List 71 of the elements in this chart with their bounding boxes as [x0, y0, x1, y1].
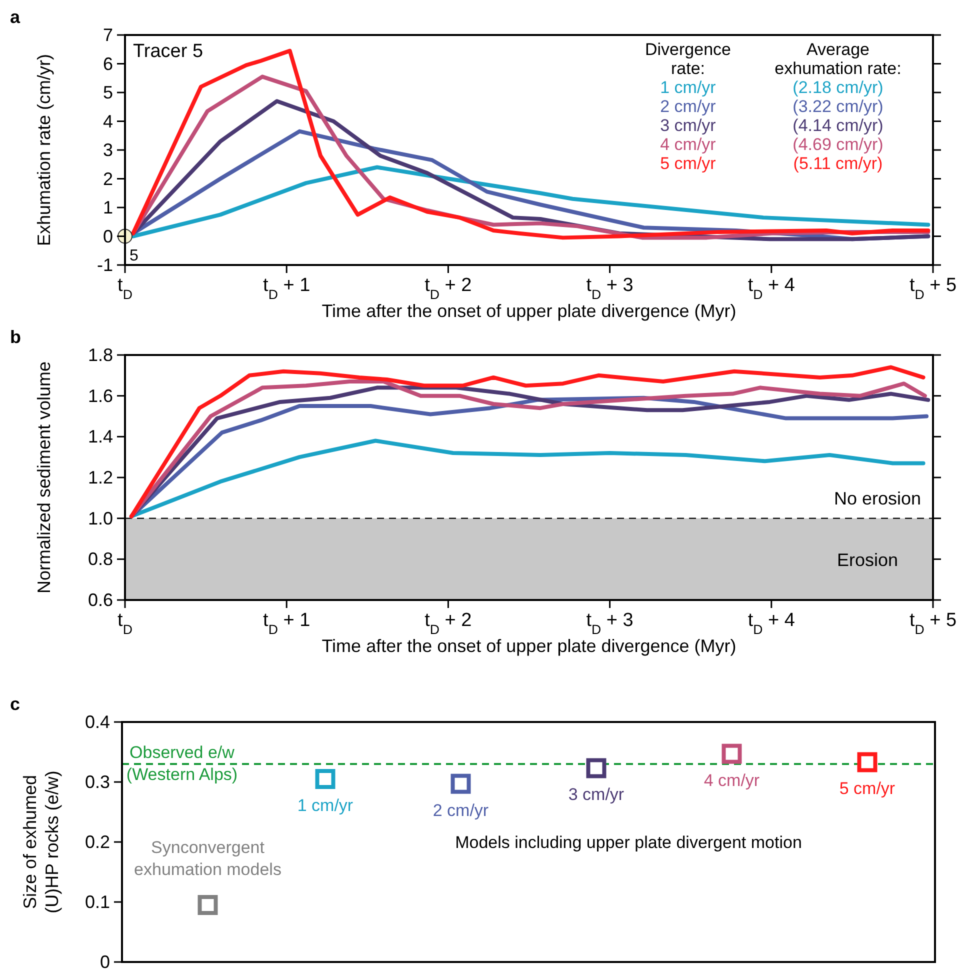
- text: 5 cm/yr: [660, 154, 716, 173]
- text: 3 cm/yr: [660, 116, 716, 135]
- y-tick-label: 1: [102, 198, 113, 218]
- text: Synconvergent exhumation models: [134, 838, 282, 879]
- y-tick-label: -1: [96, 255, 113, 275]
- text: 1 cm/yr: [660, 78, 716, 97]
- annotation: Average exhumation rate:: [774, 40, 902, 78]
- chart-title: a: [10, 7, 21, 27]
- y-axis-title: Normalized sediment volume: [34, 361, 54, 594]
- y-tick-label: 0: [100, 952, 110, 972]
- annotation: (3.22 cm/yr): [792, 97, 884, 116]
- line-series: [129, 438, 926, 518]
- x-tick-label: t$_{D}$: [118, 610, 132, 636]
- y-axis-title: Size of exhumed (U)HP rocks (e/w): [20, 770, 62, 914]
- y-tick-label: 0.3: [84, 772, 110, 792]
- point: [315, 769, 336, 789]
- series-label: 2 cm/yr: [432, 800, 489, 820]
- y-tick-label: 1.0: [88, 508, 113, 528]
- x-tick-label: t$_{D}$ + 5: [909, 275, 957, 302]
- text: 4 cm/yr: [660, 135, 716, 154]
- y-tick-label: 7: [102, 25, 113, 45]
- x-axis-title: Time after the onset of upper plate divergence (Myr): [322, 301, 736, 321]
- x-tick-label: t$_{D}$ + 3: [586, 610, 634, 636]
- x-tick-label: t$_{D}$ + 1: [263, 275, 310, 302]
- annotation: Tracer 5: [133, 41, 204, 62]
- x-tick-label: t$_{D}$ + 4: [748, 610, 796, 636]
- y-tick-label: 5: [102, 82, 113, 102]
- annotation: No erosion: [834, 488, 921, 508]
- y-tick-label: 0.2: [84, 832, 110, 852]
- y-tick-label: 0: [102, 226, 113, 246]
- series-label: 1 cm/yr: [297, 796, 354, 815]
- y-tick-label: 4: [102, 111, 113, 132]
- annotation: Models including upper plate divergent motion: [455, 833, 802, 852]
- annotation: (4.69 cm/yr): [792, 135, 884, 154]
- x-tick-label: t$_{D}$ + 4: [748, 275, 796, 302]
- annotation: 5: [130, 247, 139, 264]
- x-tick-label: t$_{D}$ + 1: [263, 610, 310, 636]
- series-label: 4 cm/yr: [704, 770, 760, 790]
- point: [722, 744, 742, 764]
- y-tick-label: 0.8: [88, 549, 113, 570]
- x-tick-label: t$_{D}$ + 3: [586, 275, 634, 302]
- y-tick-label: 2: [102, 168, 113, 189]
- x-tick-label: t$_{D}$ + 5: [909, 610, 957, 636]
- annotation: (2.18 cm/yr): [792, 78, 884, 97]
- text: 2 cm/yr: [660, 97, 716, 116]
- chart-title: b: [10, 327, 21, 347]
- y-tick-label: 1.2: [88, 468, 113, 488]
- y-tick-label: 3: [102, 140, 113, 160]
- x-tick-label: t$_{D}$ + 2: [424, 275, 472, 302]
- y-tick-label: 0.4: [84, 712, 110, 732]
- y-tick-label: 1.6: [88, 386, 113, 406]
- y-tick-label: 0.6: [88, 590, 113, 610]
- y-tick-label: 6: [102, 54, 113, 74]
- series-label: 5 cm/yr: [839, 779, 896, 798]
- legend-title: Divergence rate:: [645, 40, 731, 78]
- point: [450, 774, 471, 794]
- point: [857, 752, 878, 772]
- y-tick-label: 1.4: [88, 426, 113, 447]
- y-axis-title: Exhumation rate (cm/yr): [34, 54, 54, 246]
- chart-title: c: [10, 694, 20, 714]
- point: [586, 758, 606, 778]
- x-axis-title: Time after the onset of upper plate divergence (Myr): [322, 636, 736, 656]
- ref-line-label: Observed e/w (Western Alps): [126, 743, 238, 784]
- y-tick-label: 0.1: [84, 892, 110, 912]
- series-label: 3 cm/yr: [568, 785, 624, 804]
- y-tick-label: 1.8: [88, 345, 113, 365]
- x-tick-label: t$_{D}$ + 2: [424, 610, 472, 636]
- annotation: (4.14 cm/yr): [792, 116, 884, 135]
- band-label: Erosion: [836, 550, 898, 570]
- annotation: (5.11 cm/yr): [793, 154, 883, 173]
- x-tick-label: t$_{D}$: [118, 275, 132, 302]
